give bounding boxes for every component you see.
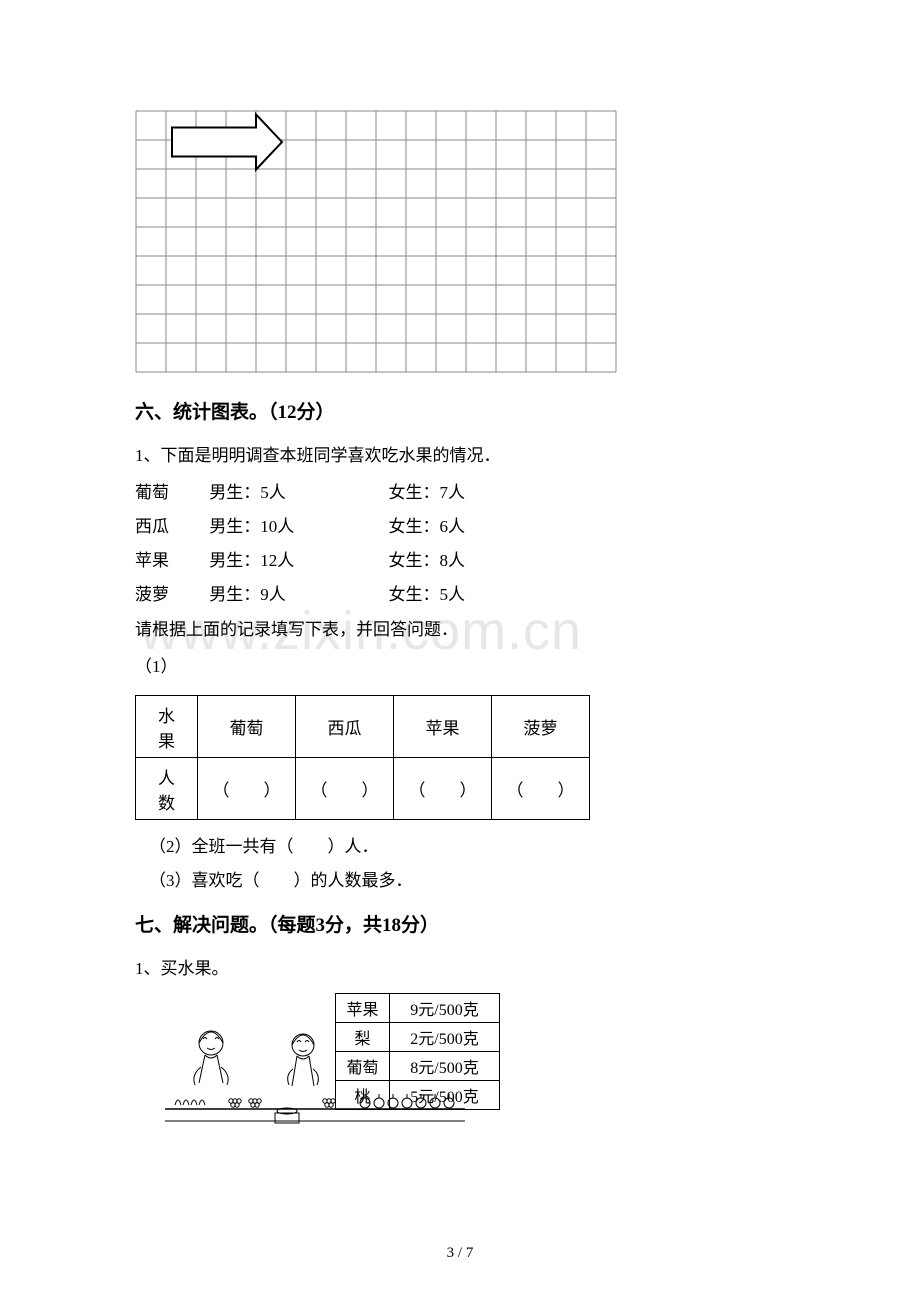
survey-row: 西瓜 男生：10人 女生：6人 (135, 510, 785, 544)
table-blank: （ ） (492, 758, 590, 820)
survey-row: 葡萄 男生：5人 女生：7人 (135, 476, 785, 510)
sub-q1-label: （1） (135, 649, 785, 685)
sub-q3: （3）喜欢吃（ ）的人数最多． (149, 864, 785, 898)
table-cell: 人 数 (136, 758, 198, 820)
survey-row: 苹果 男生：12人 女生：8人 (135, 544, 785, 578)
page-number: 3 / 7 (0, 1245, 920, 1262)
table-cell: 苹果 (394, 696, 492, 758)
table-blank: （ ） (198, 758, 296, 820)
section6-intro: 1、下面是明明调查本班同学喜欢吃水果的情况． (135, 438, 785, 474)
grid-canvas (135, 110, 617, 373)
section7-header: 七、解决问题。（每题3分，共18分） (135, 910, 785, 937)
fruit-shop-illustration (165, 993, 465, 1143)
survey-row: 菠萝 男生：9人 女生：5人 (135, 578, 785, 612)
section7-q1: 1、买水果。 (135, 951, 785, 987)
section6-instruction: 请根据上面的记录填写下表，并回答问题． (135, 612, 785, 648)
table-cell: 西瓜 (296, 696, 394, 758)
fruit-survey-table: 水 果 葡萄 西瓜 苹果 菠萝 人 数 （ ） （ ） （ ） （ ） (135, 695, 590, 820)
table-cell: 水 果 (136, 696, 198, 758)
table-blank: （ ） (394, 758, 492, 820)
section6-header: 六、统计图表。（12分） (135, 397, 785, 424)
table-cell: 菠萝 (492, 696, 590, 758)
sub-q2: （2）全班一共有（ ）人． (149, 830, 785, 864)
table-cell: 葡萄 (198, 696, 296, 758)
table-blank: （ ） (296, 758, 394, 820)
